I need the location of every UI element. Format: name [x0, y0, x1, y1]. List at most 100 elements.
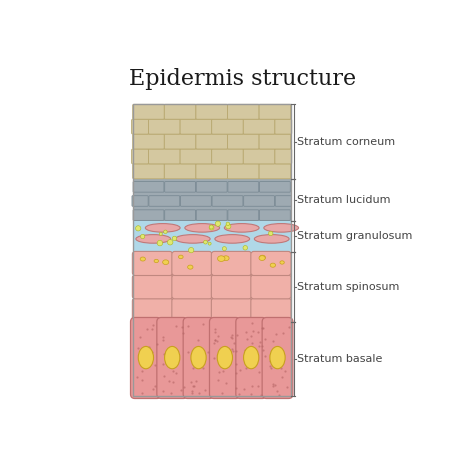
FancyBboxPatch shape: [196, 210, 227, 220]
Ellipse shape: [244, 346, 259, 369]
Circle shape: [159, 232, 162, 236]
FancyBboxPatch shape: [211, 298, 252, 322]
FancyBboxPatch shape: [275, 149, 292, 164]
FancyBboxPatch shape: [228, 134, 259, 149]
FancyBboxPatch shape: [259, 134, 291, 149]
Ellipse shape: [264, 224, 299, 232]
FancyBboxPatch shape: [164, 134, 196, 149]
Ellipse shape: [215, 235, 250, 243]
FancyBboxPatch shape: [259, 182, 290, 192]
Ellipse shape: [218, 256, 225, 262]
Ellipse shape: [138, 346, 154, 369]
FancyBboxPatch shape: [228, 104, 259, 119]
Ellipse shape: [146, 224, 180, 232]
Bar: [133, 104, 291, 179]
Circle shape: [208, 242, 211, 245]
Circle shape: [215, 221, 220, 226]
FancyBboxPatch shape: [148, 149, 180, 164]
FancyBboxPatch shape: [172, 251, 212, 275]
Circle shape: [167, 239, 173, 245]
FancyBboxPatch shape: [275, 119, 292, 134]
Ellipse shape: [140, 257, 146, 261]
FancyBboxPatch shape: [133, 164, 164, 179]
Circle shape: [164, 230, 167, 234]
Ellipse shape: [188, 265, 193, 269]
FancyBboxPatch shape: [212, 196, 243, 206]
Ellipse shape: [217, 346, 233, 369]
FancyBboxPatch shape: [132, 251, 173, 275]
FancyBboxPatch shape: [244, 196, 274, 206]
Ellipse shape: [270, 346, 285, 369]
Text: Stratum granulosum: Stratum granulosum: [297, 231, 412, 241]
FancyBboxPatch shape: [172, 275, 212, 299]
Text: Stratum corneum: Stratum corneum: [297, 137, 395, 146]
FancyBboxPatch shape: [180, 119, 212, 134]
FancyBboxPatch shape: [243, 149, 275, 164]
FancyBboxPatch shape: [212, 149, 243, 164]
Circle shape: [209, 225, 214, 230]
FancyBboxPatch shape: [251, 298, 291, 322]
FancyBboxPatch shape: [196, 164, 228, 179]
Ellipse shape: [185, 224, 219, 232]
FancyBboxPatch shape: [211, 251, 252, 275]
FancyBboxPatch shape: [251, 251, 291, 275]
FancyBboxPatch shape: [228, 182, 259, 192]
FancyBboxPatch shape: [130, 318, 161, 399]
Circle shape: [243, 246, 247, 250]
FancyBboxPatch shape: [183, 318, 214, 399]
Ellipse shape: [154, 259, 158, 263]
FancyBboxPatch shape: [259, 104, 291, 119]
Bar: [133, 104, 291, 396]
Ellipse shape: [255, 235, 289, 243]
FancyBboxPatch shape: [180, 149, 212, 164]
FancyBboxPatch shape: [132, 275, 173, 299]
Circle shape: [268, 231, 273, 236]
Bar: [133, 221, 291, 252]
FancyBboxPatch shape: [212, 119, 243, 134]
Circle shape: [140, 234, 145, 238]
Text: Stratum basale: Stratum basale: [297, 354, 382, 364]
FancyBboxPatch shape: [196, 134, 228, 149]
Ellipse shape: [259, 255, 265, 261]
FancyBboxPatch shape: [149, 196, 180, 206]
Ellipse shape: [259, 255, 265, 260]
Text: Stratum lucidum: Stratum lucidum: [297, 195, 391, 205]
FancyBboxPatch shape: [132, 119, 148, 134]
Ellipse shape: [163, 260, 169, 264]
FancyBboxPatch shape: [211, 275, 252, 299]
FancyBboxPatch shape: [164, 210, 196, 220]
Circle shape: [189, 247, 194, 253]
Ellipse shape: [136, 235, 171, 243]
Bar: [133, 252, 291, 322]
FancyBboxPatch shape: [133, 182, 164, 192]
FancyBboxPatch shape: [210, 318, 240, 399]
FancyBboxPatch shape: [259, 164, 291, 179]
FancyBboxPatch shape: [164, 182, 196, 192]
Circle shape: [226, 222, 230, 226]
FancyBboxPatch shape: [132, 149, 148, 164]
Circle shape: [222, 246, 227, 251]
Ellipse shape: [280, 261, 284, 264]
Circle shape: [226, 224, 231, 229]
Circle shape: [136, 226, 141, 231]
FancyBboxPatch shape: [164, 104, 196, 119]
FancyBboxPatch shape: [157, 318, 188, 399]
Circle shape: [172, 236, 177, 241]
Text: Epidermis structure: Epidermis structure: [129, 68, 356, 90]
Ellipse shape: [164, 346, 180, 369]
Ellipse shape: [224, 224, 259, 232]
Bar: [133, 179, 291, 221]
FancyBboxPatch shape: [236, 318, 266, 399]
Circle shape: [209, 225, 213, 229]
FancyBboxPatch shape: [181, 196, 211, 206]
FancyBboxPatch shape: [172, 298, 212, 322]
Ellipse shape: [179, 255, 183, 259]
Circle shape: [157, 240, 163, 246]
Circle shape: [203, 240, 207, 244]
FancyBboxPatch shape: [133, 104, 164, 119]
FancyBboxPatch shape: [243, 119, 275, 134]
Text: Stratum spinosum: Stratum spinosum: [297, 282, 399, 292]
FancyBboxPatch shape: [196, 104, 228, 119]
FancyBboxPatch shape: [259, 210, 290, 220]
FancyBboxPatch shape: [228, 164, 259, 179]
